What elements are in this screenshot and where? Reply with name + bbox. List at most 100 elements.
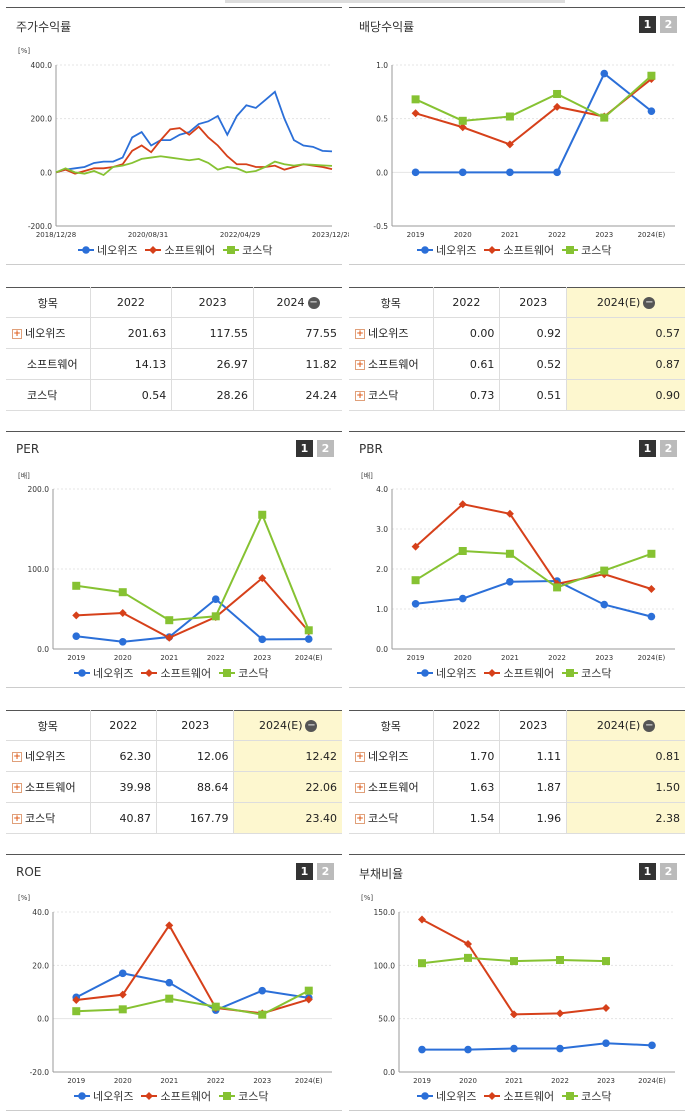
page-1-button[interactable]: 1: [639, 863, 656, 880]
legend-label: 코스닥: [581, 244, 612, 257]
header-year: 2023: [171, 287, 255, 318]
data-point-kosdaq: [600, 566, 609, 575]
expand-plus-icon[interactable]: +: [355, 814, 365, 824]
legend-item-neowiz: 네오위즈: [417, 665, 476, 681]
roe-chart: 40.0 20.0 0.0 -20.0 2019 2020 2021 2022 2023 2024…: [30, 908, 332, 1085]
x-tick-label: 2022: [207, 1077, 225, 1085]
data-point-neowiz: [165, 978, 174, 987]
data-point-kosdaq: [411, 576, 420, 585]
expand-plus-icon[interactable]: +: [12, 783, 22, 793]
series-line-software: [415, 78, 653, 146]
page-1-button[interactable]: 1: [296, 863, 313, 880]
header-label: 2024(E): [596, 719, 641, 732]
collapse-icon[interactable]: −: [307, 297, 320, 309]
page-2-button[interactable]: 2: [317, 440, 334, 457]
top-scroll-edge: [225, 0, 565, 3]
row-name: + 네오위즈: [6, 317, 91, 349]
x-tick-label: 2018/12/28: [36, 231, 76, 239]
debt-ratio-panel: 부채비율 1 2 [%] 150.0 100.0 50.0 0.0 2019 2020 20…: [349, 854, 685, 1111]
data-point-kosdaq: [72, 1007, 81, 1016]
expand-plus-icon[interactable]: +: [355, 752, 365, 762]
legend-label: 소프트웨어: [160, 1090, 212, 1103]
header-year: 2024(E) −: [233, 710, 342, 741]
x-tick-label: 2019: [67, 654, 85, 662]
data-point-software: [72, 611, 81, 620]
data-point-neowiz: [458, 168, 467, 177]
legend-marker-shape: [566, 246, 575, 254]
unit-label: [%]: [18, 894, 31, 902]
panel-title: 부채비율: [359, 867, 404, 881]
panel-title: PER: [16, 442, 40, 456]
legend-marker-shape: [488, 1092, 497, 1100]
row-label: 네오위즈: [25, 750, 66, 763]
cell-value: 0.92: [499, 317, 568, 349]
page-2-button[interactable]: 2: [660, 440, 677, 457]
legend-item-neowiz: 네오위즈: [417, 1088, 476, 1104]
data-point-neowiz: [258, 986, 267, 995]
panel-title: PBR: [359, 442, 383, 456]
expand-plus-icon[interactable]: +: [12, 752, 22, 762]
row-label: 소프트웨어: [25, 781, 76, 794]
data-point-neowiz: [600, 69, 609, 78]
legend-marker: [417, 1092, 433, 1100]
legend-marker: [219, 1092, 236, 1100]
cell-value: 2.38: [566, 802, 685, 834]
expand-plus-icon[interactable]: +: [355, 783, 365, 793]
x-tick-label: 2020: [454, 231, 472, 239]
data-point-kosdaq: [211, 612, 220, 621]
expand-plus-icon[interactable]: +: [12, 329, 22, 339]
chart-legend: 네오위즈 소프트웨어 코스닥: [78, 242, 272, 258]
page-1-button[interactable]: 1: [296, 440, 313, 457]
debt-ratio-chart: 150.0 100.0 50.0 0.0 2019 2020 2021 2022 2023 202…: [374, 908, 675, 1085]
cell-value: 0.73: [433, 379, 501, 411]
page-2-button[interactable]: 2: [660, 16, 677, 33]
series-line-software: [55, 125, 333, 175]
expand-plus-icon[interactable]: +: [355, 391, 365, 401]
data-point-software: [418, 915, 426, 924]
data-point-kosdaq: [505, 549, 514, 558]
y-tick-label: 400.0: [31, 61, 53, 70]
data-point-kosdaq: [258, 510, 267, 519]
data-point-software: [411, 109, 420, 118]
row-label: 코스닥: [25, 812, 56, 825]
data-point-software: [411, 542, 420, 551]
data-point-kosdaq: [72, 581, 81, 590]
stock-return-panel: 주가수익률 [%] 400.0 200.0 0.0 -200.0 2018/12/28 2…: [6, 7, 352, 265]
data-point-software: [505, 140, 514, 149]
cell-value: 1.87: [499, 771, 568, 803]
data-point-neowiz: [600, 600, 609, 609]
legend-marker: [141, 669, 158, 677]
legend-label: 소프트웨어: [503, 667, 555, 680]
page-2-button[interactable]: 2: [317, 863, 334, 880]
page-1-button[interactable]: 1: [639, 440, 656, 457]
x-tick-label: 2024(E): [638, 654, 666, 662]
page-1-button[interactable]: 1: [639, 16, 656, 33]
collapse-icon[interactable]: −: [643, 720, 656, 732]
data-point-neowiz: [510, 1044, 518, 1053]
expand-plus-icon[interactable]: +: [12, 814, 22, 824]
dividend-yield-table: 항목 2022 2023 2024(E) − + 네오위즈 0.00 0.92 0.57 + 소프트웨…: [349, 287, 685, 411]
expand-plus-icon[interactable]: +: [355, 360, 365, 370]
data-point-neowiz: [118, 638, 127, 646]
page-buttons: 1 2: [296, 440, 334, 457]
collapse-icon[interactable]: −: [305, 720, 318, 732]
collapse-icon[interactable]: −: [643, 297, 656, 309]
page-2-button[interactable]: 2: [660, 863, 677, 880]
legend-marker-shape: [223, 1092, 232, 1100]
cell-value: 167.79: [156, 802, 235, 834]
legend-label: 네오위즈: [97, 244, 138, 257]
data-point-kosdaq: [118, 588, 127, 597]
row-name: + 네오위즈: [349, 740, 434, 772]
expand-plus-icon[interactable]: +: [355, 329, 365, 339]
legend-label: 코스닥: [242, 244, 273, 257]
data-point-neowiz: [647, 107, 656, 115]
series-line-software: [421, 918, 607, 1016]
legend-item-kosdaq: 코스닥: [562, 242, 611, 258]
legend-item-kosdaq: 코스닥: [562, 665, 611, 681]
data-point-neowiz: [464, 1045, 472, 1054]
row-name: 코스닥: [6, 379, 91, 411]
legend-item-software: 소프트웨어: [145, 242, 215, 258]
row-label: 네오위즈: [368, 327, 409, 340]
table-row: + 소프트웨어 39.98 88.64 22.06: [6, 771, 342, 803]
legend-marker: [484, 669, 501, 677]
